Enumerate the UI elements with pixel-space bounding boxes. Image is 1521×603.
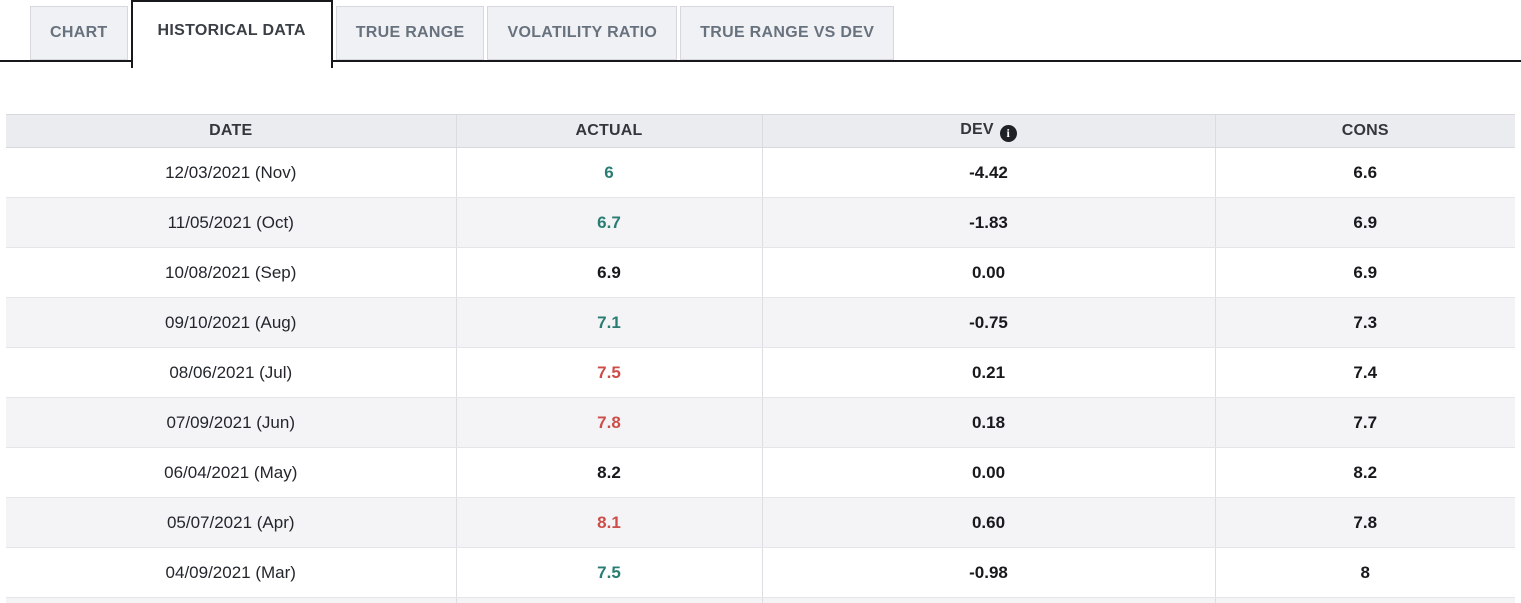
dev-cell: 0.00 [761,247,1215,298]
dev-cell: -4.42 [761,147,1215,198]
table-row: 07/09/2021 (Jun) 7.8 0.18 7.7 [6,397,1515,448]
dev-cell: 0.21 [761,347,1215,398]
column-header-label: DATE [209,122,253,139]
column-header-date: DATE [6,114,456,148]
table-header-row: DATE ACTUAL DEV i CONS [6,114,1515,148]
partial-cell [1214,597,1515,603]
table-row: 06/04/2021 (May) 8.2 0.00 8.2 [6,447,1515,498]
cons-cell: 6.9 [1214,247,1515,298]
tab-volatility-ratio[interactable]: VOLATILITY RATIO [487,6,678,60]
table-row: 10/08/2021 (Sep) 6.9 0.00 6.9 [6,247,1515,298]
column-header-label: CONS [1341,122,1389,139]
dev-cell: 0.60 [761,497,1215,548]
actual-cell: 8.1 [455,497,762,548]
dev-cell: -0.75 [761,297,1215,348]
tab-chart[interactable]: CHART [30,6,128,60]
cons-cell: 7.7 [1214,397,1515,448]
cons-cell: 7.3 [1214,297,1515,348]
tab-true-range-vs-dev[interactable]: TRUE RANGE VS DEV [680,6,895,60]
tab-true-range[interactable]: TRUE RANGE [335,6,485,60]
actual-cell: 6 [455,147,762,198]
actual-cell: 7.5 [455,547,762,598]
actual-cell: 7.1 [455,297,762,348]
actual-cell: 6.9 [455,247,762,298]
table-row: 09/10/2021 (Aug) 7.1 -0.75 7.3 [6,297,1515,348]
cons-cell: 7.8 [1214,497,1515,548]
column-header-label: ACTUAL [575,122,643,139]
date-cell: 09/10/2021 (Aug) [6,297,456,348]
cons-cell: 8.2 [1214,447,1515,498]
column-header-cons: CONS [1214,114,1515,148]
partial-cell [6,597,456,603]
dev-cell: -1.83 [761,197,1215,248]
table-row: 11/05/2021 (Oct) 6.7 -1.83 6.9 [6,197,1515,248]
actual-cell: 8.2 [455,447,762,498]
date-cell: 07/09/2021 (Jun) [6,397,456,448]
date-cell: 08/06/2021 (Jul) [6,347,456,398]
actual-cell: 6.7 [455,197,762,248]
table-row-partial [6,597,1515,603]
partial-cell [761,597,1215,603]
date-cell: 04/09/2021 (Mar) [6,547,456,598]
column-header-dev: DEV i [761,114,1215,148]
date-cell: 12/03/2021 (Nov) [6,147,456,198]
date-cell: 05/07/2021 (Apr) [6,497,456,548]
actual-cell: 7.8 [455,397,762,448]
tab-bar: CHART HISTORICAL DATA TRUE RANGE VOLATILITY… [0,0,1521,68]
dev-cell: 0.18 [761,397,1215,448]
partial-cell [455,597,762,603]
table-row: 05/07/2021 (Apr) 8.1 0.60 7.8 [6,497,1515,548]
cons-cell: 8 [1214,547,1515,598]
dev-cell: 0.00 [761,447,1215,498]
table-row: 04/09/2021 (Mar) 7.5 -0.98 8 [6,547,1515,598]
info-icon[interactable]: i [999,124,1017,142]
historical-data-table: DATE ACTUAL DEV i CONS 12/03/2021 (Nov) 6 -4.4… [6,114,1515,603]
table-row: 12/03/2021 (Nov) 6 -4.42 6.6 [6,147,1515,198]
cons-cell: 6.6 [1214,147,1515,198]
date-cell: 06/04/2021 (May) [6,447,456,498]
dev-cell: -0.98 [761,547,1215,598]
cons-cell: 7.4 [1214,347,1515,398]
column-header-label: DEV [960,120,994,138]
cons-cell: 6.9 [1214,197,1515,248]
tab-historical-data[interactable]: HISTORICAL DATA [130,0,333,68]
table-body: 12/03/2021 (Nov) 6 -4.42 6.6 11/05/2021 (Oct… [6,147,1515,603]
date-cell: 11/05/2021 (Oct) [6,197,456,248]
date-cell: 10/08/2021 (Sep) [6,247,456,298]
actual-cell: 7.5 [455,347,762,398]
column-header-actual: ACTUAL [455,114,762,148]
table-row: 08/06/2021 (Jul) 7.5 0.21 7.4 [6,347,1515,398]
